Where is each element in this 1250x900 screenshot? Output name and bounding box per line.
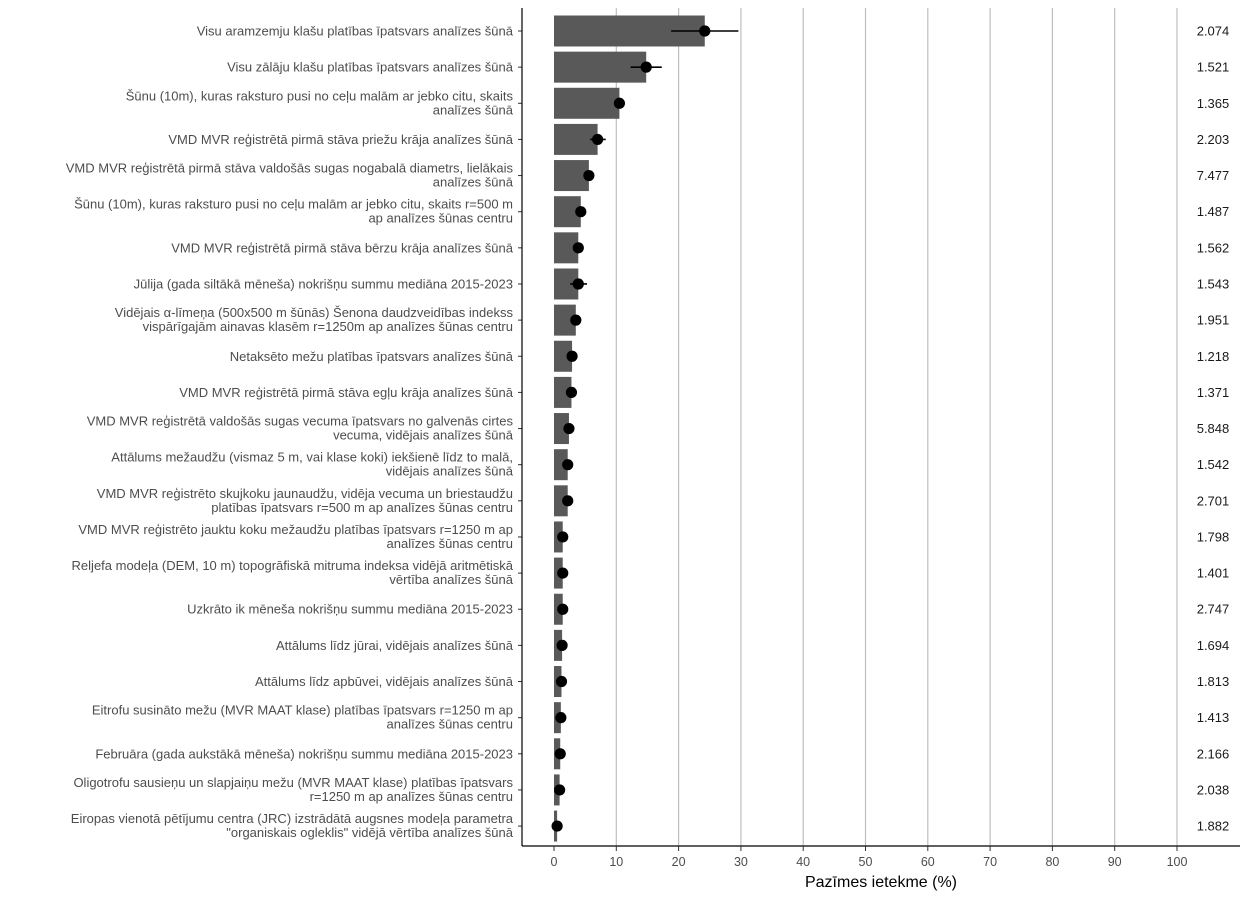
point — [575, 206, 587, 218]
right-value-label: 1.542 — [1197, 457, 1230, 472]
point — [562, 459, 574, 471]
x-tick-label: 10 — [609, 855, 623, 869]
point — [555, 712, 567, 724]
right-value-label: 1.798 — [1197, 529, 1230, 544]
right-value-label: 5.848 — [1197, 421, 1230, 436]
right-value-label: 1.371 — [1197, 385, 1230, 400]
point — [551, 820, 563, 832]
right-value-label: 2.166 — [1197, 746, 1230, 761]
bars — [554, 15, 705, 842]
category-label: Februāra (gada aukstākā mēneša) nokrišņu… — [95, 746, 513, 761]
right-value-label: 2.747 — [1197, 602, 1230, 617]
grid-lines — [615, 8, 1178, 846]
category-label: Visu aramzemju klašu platības īpatsvars … — [197, 24, 514, 39]
right-value-label: 1.365 — [1197, 96, 1230, 111]
category-label: VMD MVR reģistrētā pirmā stāva egļu krāj… — [179, 385, 514, 400]
point — [572, 242, 584, 254]
right-value-label: 1.694 — [1197, 638, 1230, 653]
bar — [554, 340, 573, 372]
point — [557, 531, 569, 543]
point — [557, 603, 569, 615]
point — [555, 675, 568, 688]
point — [572, 278, 584, 290]
right-value-labels: 2.074 1.521 1.365 2.203 7.477 1.487 1.562 1.543… — [1197, 24, 1230, 834]
bar — [554, 376, 572, 408]
x-tick-label: 80 — [1045, 855, 1059, 869]
bar — [554, 87, 620, 119]
point — [613, 97, 626, 109]
bar — [554, 485, 568, 517]
category-label: Reljefa modeļa (DEM, 10 m) topogrāfiskā … — [72, 558, 514, 587]
x-tick-label: 50 — [859, 855, 873, 869]
category-labels: Visu aramzemju klašu platības īpatsvars … — [66, 24, 514, 841]
point — [554, 784, 566, 796]
point — [592, 133, 604, 146]
bar — [554, 160, 589, 192]
right-value-label: 1.401 — [1197, 566, 1230, 581]
category-label: Attālums līdz apbūvei, vidējais analīzes… — [255, 674, 514, 689]
x-tick-label: 100 — [1167, 855, 1188, 869]
x-tick-label: 20 — [672, 855, 686, 869]
point — [557, 567, 569, 579]
x-tick-label: 90 — [1108, 855, 1122, 869]
point — [570, 314, 582, 326]
point — [562, 495, 574, 507]
category-label: Šūnu (10m), kuras raksturo pusi no ceļu … — [74, 197, 513, 226]
right-value-label: 2.203 — [1197, 132, 1230, 147]
category-label: Eitrofu susināto mežu (MVR MAAT klase) p… — [92, 703, 513, 732]
category-label: Attālums mežaudžu (vismaz 5 m, vai klase… — [111, 450, 513, 479]
right-value-label: 1.218 — [1197, 349, 1230, 364]
x-tick-label: 0 — [551, 855, 558, 869]
point — [640, 61, 652, 73]
category-label: Vidējais α-līmeņa (500x500 m šūnās) Šeno… — [115, 305, 514, 334]
right-value-label: 1.951 — [1197, 313, 1230, 328]
right-value-label: 1.413 — [1197, 710, 1230, 725]
category-label: Oligotrofu sausieņu un slapjaiņu mežu (M… — [73, 775, 513, 804]
category-label: Eiropas vienotā pētījumu centra (JRC) iz… — [71, 811, 514, 840]
category-label: VMD MVR reģistrētā pirmā stāva priežu kr… — [168, 132, 513, 147]
point — [565, 386, 578, 398]
category-label: Uzkrāto ik mēneša nokrišņu summu mediāna… — [187, 602, 513, 617]
x-tick-label: 40 — [796, 855, 810, 869]
category-label: VMD MVR reģistrētā pirmā stāva valdošās … — [66, 161, 514, 190]
right-value-label: 1.813 — [1197, 674, 1230, 689]
axes — [518, 8, 1240, 851]
bar — [554, 304, 576, 336]
bar — [554, 449, 568, 481]
point — [583, 169, 595, 182]
x-tick-label: 70 — [983, 855, 997, 869]
point — [563, 422, 575, 435]
category-label: Netaksēto mežu platības īpatsvars analīz… — [230, 349, 514, 364]
category-label: Jūlija (gada siltākā mēneša) nokrišņu su… — [134, 276, 513, 291]
right-value-label: 1.562 — [1197, 240, 1230, 255]
right-value-label: 1.543 — [1197, 276, 1230, 291]
x-tick-label: 60 — [921, 855, 935, 869]
right-value-label: 1.521 — [1197, 60, 1230, 75]
category-label: VMD MVR reģistrētā pirmā stāva bērzu krā… — [171, 240, 514, 255]
category-label: VMD MVR reģistrētā valdošās sugas vecuma… — [87, 414, 514, 443]
right-value-label: 1.487 — [1197, 204, 1230, 219]
point — [699, 25, 711, 37]
category-label: Šūnu (10m), kuras raksturo pusi no ceļu … — [126, 88, 514, 117]
bar — [554, 413, 569, 445]
point — [556, 639, 568, 651]
right-value-label: 2.038 — [1197, 782, 1230, 797]
right-value-label: 2.074 — [1197, 24, 1230, 39]
x-tick-label: 30 — [734, 855, 748, 869]
point — [554, 748, 566, 760]
category-label: VMD MVR reģistrēto jauktu koku mežaudžu … — [78, 522, 513, 551]
x-tick-labels: 0 10 20 30 40 50 60 70 80 90 100 — [551, 855, 1188, 869]
category-label: Visu zālāju klašu platības īpatsvars ana… — [227, 60, 514, 75]
point — [566, 350, 578, 362]
x-axis-title: Pazīmes ietekme (%) — [805, 874, 957, 891]
right-value-label: 2.701 — [1197, 493, 1230, 508]
points — [551, 25, 711, 832]
category-label: VMD MVR reģistrēto skujkoku jaunaudžu, v… — [97, 486, 513, 515]
right-value-label: 1.882 — [1197, 819, 1230, 834]
right-value-label: 7.477 — [1197, 168, 1230, 183]
category-label: Attālums līdz jūrai, vidējais analīzes š… — [276, 638, 514, 653]
